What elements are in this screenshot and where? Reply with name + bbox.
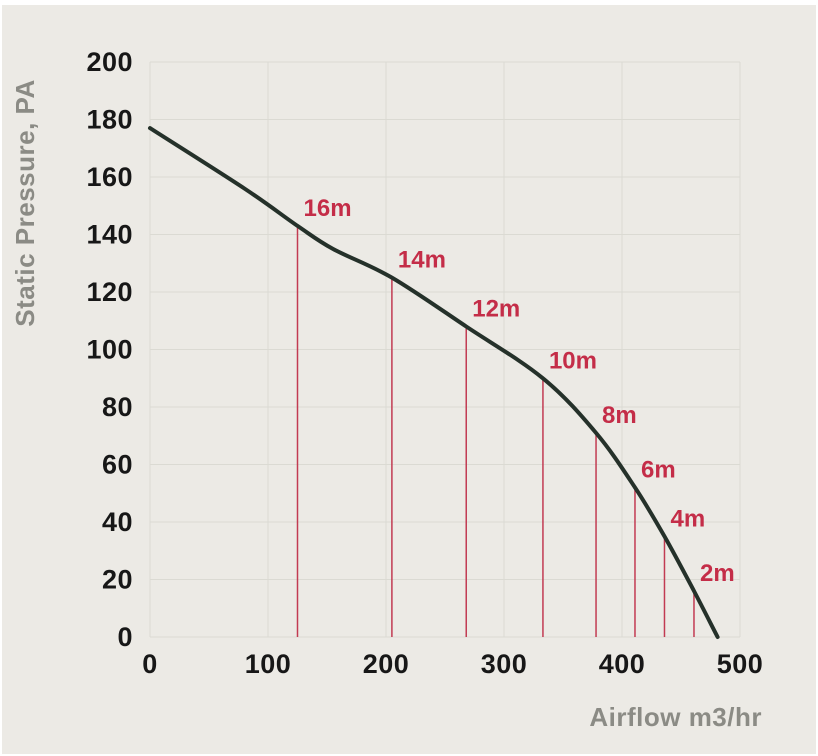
tick-label-layer: 0 100 200 300 400 500 0 20 40 60 80 100 120 140 160 180… <box>86 47 764 679</box>
y-axis-title: Static Pressure, PA <box>10 79 40 326</box>
duct-marker-label: 10m <box>549 347 597 374</box>
grid-layer <box>149 61 741 638</box>
x-tick-label: 400 <box>599 649 646 679</box>
x-tick-label: 500 <box>717 649 764 679</box>
y-tick-label: 20 <box>102 565 133 595</box>
curve-layer <box>148 126 720 639</box>
y-tick-label: 180 <box>86 105 133 135</box>
duct-marker-label: 2m <box>700 560 735 587</box>
x-axis-title: Airflow m3/hr <box>589 702 762 732</box>
x-tick-label: 300 <box>481 649 528 679</box>
y-tick-label: 40 <box>102 507 133 537</box>
duct-marker-label: 14m <box>398 247 446 274</box>
duct-marker-label: 8m <box>602 402 637 429</box>
y-tick-label: 80 <box>102 392 133 422</box>
duct-marker-label: 12m <box>472 296 520 323</box>
duct-marker-label: 6m <box>641 457 676 484</box>
y-tick-label: 60 <box>102 450 133 480</box>
x-tick-label: 100 <box>245 649 292 679</box>
y-tick-label: 140 <box>86 220 133 250</box>
duct-marker-label: 4m <box>670 505 705 532</box>
y-tick-label: 120 <box>86 277 133 307</box>
y-tick-label: 200 <box>86 47 133 77</box>
duct-marker-label: 16m <box>304 195 352 222</box>
y-tick-label: 160 <box>86 162 133 192</box>
y-tick-label: 100 <box>86 335 133 365</box>
chart-background <box>2 5 816 754</box>
x-tick-label: 200 <box>363 649 410 679</box>
y-tick-label: 0 <box>117 622 133 652</box>
fan-performance-curve <box>148 126 720 639</box>
duct-marker-layer: 16m 14m 12m 10m 8m 6m 4m 2m <box>296 195 735 637</box>
x-tick-label: 0 <box>142 649 158 679</box>
